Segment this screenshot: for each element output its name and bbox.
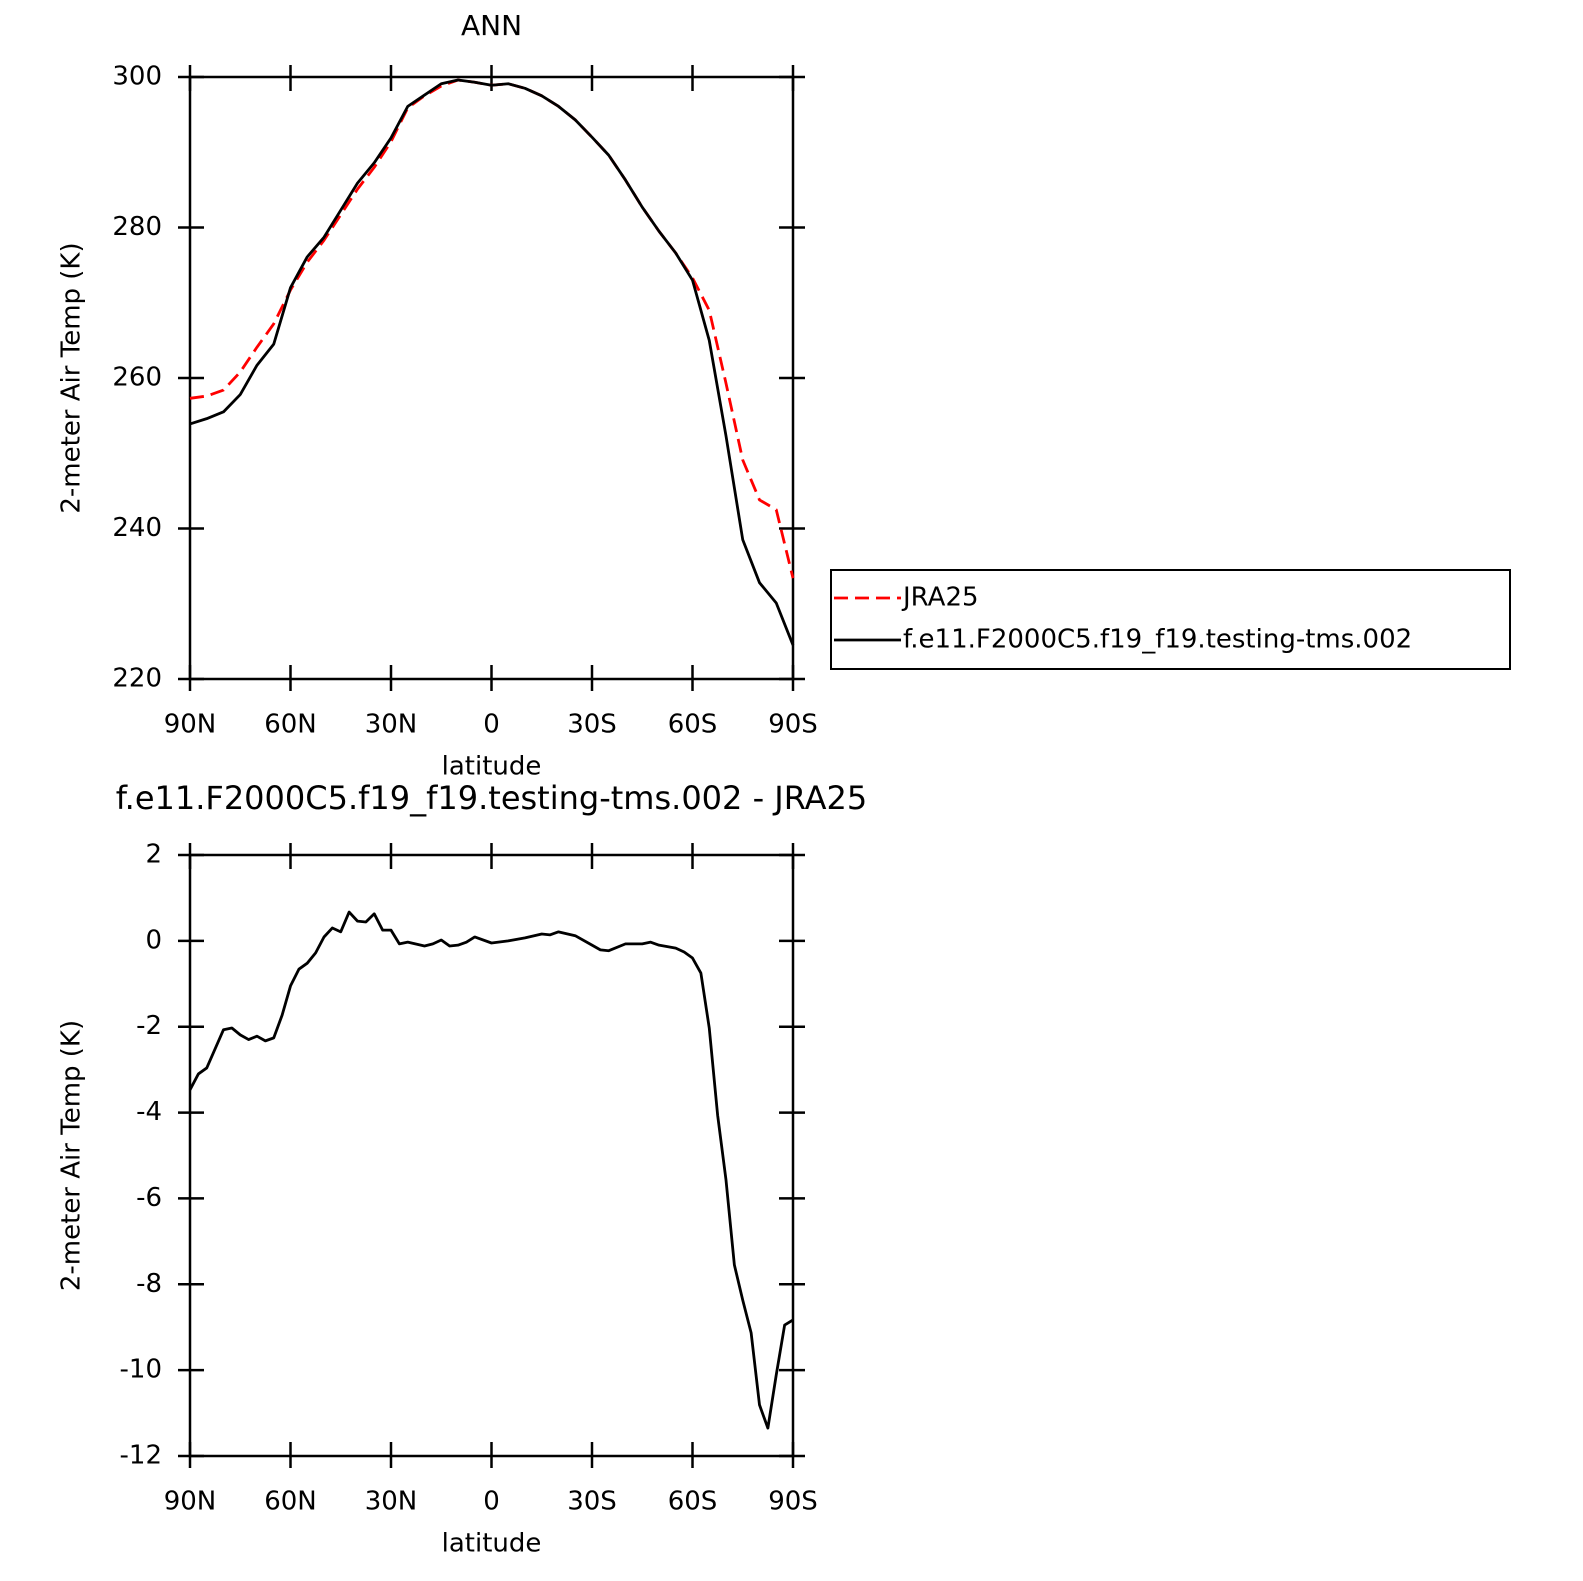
x-tick-label: 0 [483,710,500,740]
x-tick-label: 30N [365,1487,418,1517]
y-tick-label: 280 [112,212,162,242]
y-tick-label: 220 [112,664,162,694]
chart-title: f.e11.F2000C5.f19_f19.testing-tms.002 - … [116,779,868,817]
chart-title: ANN [461,9,522,42]
y-tick-label: -12 [120,1441,162,1471]
x-tick-label: 60S [668,710,718,740]
data-line [189,78,795,579]
x-tick-label: 90S [768,1487,818,1517]
x-tick-label: 60N [264,710,317,740]
y-tick-label: 0 [145,925,162,955]
x-tick-label: 30N [365,710,418,740]
legend: JRA25 f.e11.F2000C5.f19_f19.testing-tms.0… [830,569,1511,670]
x-tick-label: 0 [483,1487,500,1517]
x-tick-label: 30S [567,1487,617,1517]
x-tick-label: 90N [164,1487,217,1517]
y-tick-label: -2 [136,1011,162,1041]
legend-box [830,569,1511,670]
legend-label: f.e11.F2000C5.f19_f19.testing-tms.002 [903,625,1412,655]
plot-frame [188,75,795,681]
data-line [189,78,795,646]
y-tick-label: -4 [136,1097,162,1127]
data-line [188,910,794,1430]
y-tick-label: -6 [136,1183,162,1213]
y-axis-label: 2-meter Air Temp (K) [57,242,87,513]
legend-label: JRA25 [901,583,979,613]
y-axis-label: 2-meter Air Temp (K) [57,1020,87,1291]
x-axis-label: latitude [442,752,542,782]
x-tick-label: 90S [768,710,818,740]
x-axis-label: latitude [442,1529,542,1559]
x-tick-label: 90N [164,710,217,740]
y-tick-label: -10 [120,1355,162,1385]
x-tick-label: 30S [567,710,617,740]
y-tick-label: 2 [145,840,162,870]
y-tick-label: 260 [112,363,162,393]
x-tick-label: 60S [668,1487,718,1517]
x-tick-label: 60N [264,1487,317,1517]
y-tick-label: 240 [112,513,162,543]
plot-frame [188,853,795,1458]
y-tick-label: 300 [112,62,162,92]
y-tick-label: -8 [136,1269,162,1299]
